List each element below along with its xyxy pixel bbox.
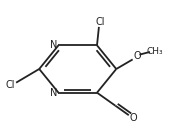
Text: N: N bbox=[50, 40, 57, 50]
Text: N: N bbox=[50, 88, 57, 98]
Text: O: O bbox=[130, 113, 137, 123]
Text: O: O bbox=[133, 51, 141, 61]
Text: CH₃: CH₃ bbox=[146, 47, 163, 56]
Text: Cl: Cl bbox=[6, 80, 16, 90]
Text: Cl: Cl bbox=[95, 17, 105, 27]
